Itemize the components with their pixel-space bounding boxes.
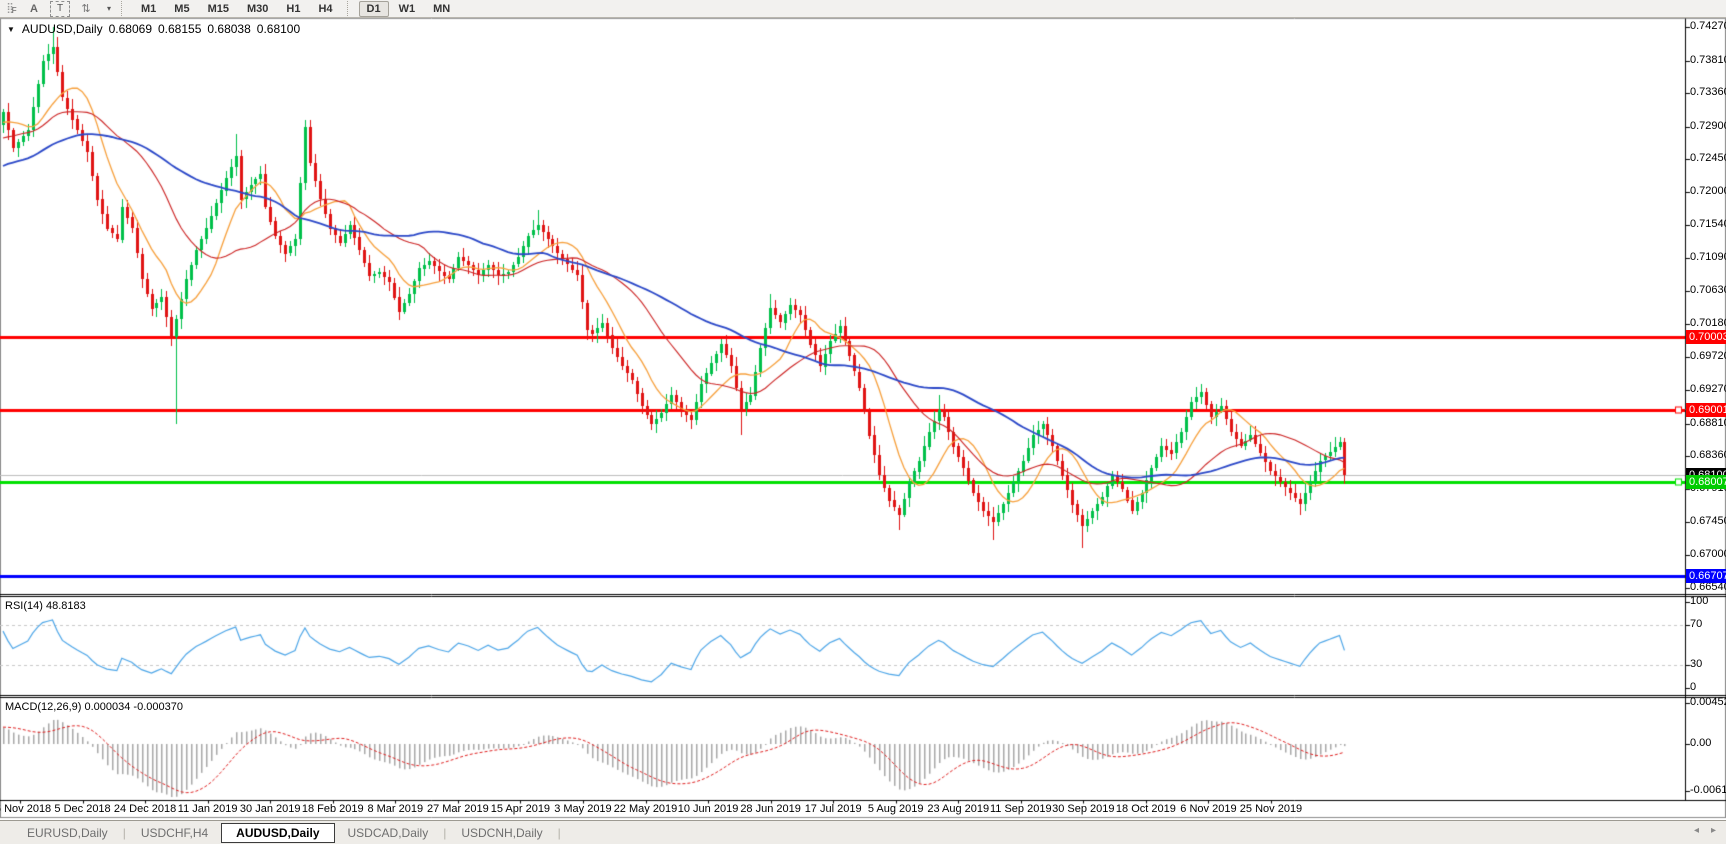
macd-axis-label: 0.004528 <box>1690 696 1726 708</box>
rsi-axis-label: 70 <box>1690 618 1703 630</box>
tab-eurusd-daily[interactable]: EURUSD,Daily <box>27 826 108 840</box>
date-label: 25 Nov 2019 <box>1239 803 1303 815</box>
tab-audusd-daily[interactable]: AUDUSD,Daily <box>221 823 335 843</box>
text-label-icon[interactable]: T <box>50 0 70 17</box>
date-label: 10 Jun 2019 <box>677 803 739 815</box>
timeframe-mn[interactable]: MN <box>433 2 451 15</box>
app-toolbar: ⣿ F A T ⇅ ▾ M1 M5 M15 M30 H1 H4 D1 W1 MN <box>0 0 1726 18</box>
ohlc-low: 0.68038 <box>207 22 251 36</box>
date-label: 30 Sep 2019 <box>1052 803 1115 815</box>
axis-price-label: 0.69720 <box>1690 350 1726 362</box>
chart-grid-icon[interactable]: ⣿ F <box>6 3 16 15</box>
price-level-badge: 0.66707 <box>1686 569 1726 583</box>
timeframe-m1[interactable]: M1 <box>141 2 157 15</box>
axis-price-label: 0.66540 <box>1690 581 1726 593</box>
rsi-axis-label: 100 <box>1690 595 1709 607</box>
dropdown-caret-icon[interactable]: ▾ <box>106 4 111 13</box>
date-label: 17 Jul 2019 <box>804 803 862 815</box>
axis-price-label: 0.70630 <box>1690 284 1726 296</box>
date-label: 18 Feb 2019 <box>301 803 364 815</box>
rsi-axis-label: 30 <box>1690 658 1703 670</box>
timeframe-m5[interactable]: M5 <box>174 2 190 15</box>
date-label: 18 Oct 2019 <box>1115 803 1176 815</box>
rsi-label: RSI(14) 48.8183 <box>5 600 86 612</box>
axis-price-label: 0.72450 <box>1690 152 1726 164</box>
axis-price-label: 0.67450 <box>1690 515 1726 527</box>
axis-price-label: 0.72000 <box>1690 185 1726 197</box>
tab-separator: | <box>557 826 561 840</box>
date-label: 11 Jan 2019 <box>177 803 238 815</box>
tab-scroll-right-icon[interactable]: ▸ <box>1710 825 1716 836</box>
date-label: 28 Jun 2019 <box>740 803 801 815</box>
axis-price-label: 0.72900 <box>1690 120 1726 132</box>
timeframe-m15[interactable]: M15 <box>207 2 229 15</box>
axis-price-label: 0.70180 <box>1690 317 1726 329</box>
ohlc-high: 0.68155 <box>158 22 202 36</box>
macd-axis-label: 0.00 <box>1690 737 1712 749</box>
axis-price-label: 0.74270 <box>1690 20 1726 32</box>
chart-symbol-label: AUDUSD,Daily <box>21 22 103 36</box>
bottom-tab-bar: EURUSD,Daily | USDCHF,H4 AUDUSD,Daily USDCAD… <box>0 820 1726 844</box>
price-level-badge: 0.70003 <box>1686 330 1726 344</box>
ohlc-close: 0.68100 <box>256 22 301 36</box>
axis-price-label: 0.71540 <box>1690 218 1726 230</box>
tab-scroll-left-icon[interactable]: ◂ <box>1693 825 1699 836</box>
date-label: 24 Dec 2018 <box>113 803 177 815</box>
axis-price-label: 0.73810 <box>1690 54 1726 66</box>
date-label: 3 May 2019 <box>554 803 612 815</box>
toolbar-separator <box>346 1 353 16</box>
cycle-lines-icon[interactable]: ⇅ <box>81 3 91 15</box>
timeframe-h1[interactable]: H1 <box>286 2 301 15</box>
axis-price-label: 0.67000 <box>1690 548 1726 560</box>
timeframe-m30[interactable]: M30 <box>246 2 269 15</box>
tab-separator: | <box>122 826 126 840</box>
tab-separator: | <box>443 826 447 840</box>
timeframe-w1[interactable]: W1 <box>398 2 416 15</box>
axis-price-label: 0.68810 <box>1690 417 1726 429</box>
date-label: 27 Mar 2019 <box>426 803 489 815</box>
rsi-axis-label: 0 <box>1690 681 1697 693</box>
ohlc-open: 0.68069 <box>108 22 152 36</box>
date-label: 16 Nov 2018 <box>0 803 52 815</box>
price-level-badge: 0.68007 <box>1686 475 1726 489</box>
date-label: 6 Nov 2019 <box>1180 803 1237 815</box>
macd-label: MACD(12,26,9) 0.000034 -0.000370 <box>5 701 183 713</box>
date-label: 5 Aug 2019 <box>867 803 924 815</box>
date-label: 5 Dec 2018 <box>54 803 111 815</box>
axis-price-label: 0.68360 <box>1690 449 1726 461</box>
timeframe-h4[interactable]: H4 <box>318 2 333 15</box>
timeframe-d1[interactable]: D1 <box>358 0 389 17</box>
date-label: 23 Aug 2019 <box>927 803 990 815</box>
symbol-dropdown-icon[interactable]: ▼ <box>7 24 15 34</box>
chart-title[interactable]: ▼ AUDUSD,Daily 0.68069 0.68155 0.68038 0… <box>7 22 300 36</box>
price-level-badge: 0.69001 <box>1686 403 1726 417</box>
tab-usdcad-daily[interactable]: USDCAD,Daily <box>347 826 429 840</box>
date-label: 15 Apr 2019 <box>490 803 551 815</box>
axis-price-label: 0.73360 <box>1690 86 1726 98</box>
date-label: 11 Sep 2019 <box>990 803 1052 815</box>
toolbar-separator <box>121 1 127 16</box>
axis-price-label: 0.69270 <box>1690 383 1726 395</box>
tab-usdcnh-daily[interactable]: USDCNH,Daily <box>461 826 543 840</box>
tab-usdchf-h4[interactable]: USDCHF,H4 <box>140 826 209 840</box>
macd-axis-label: -0.006122 <box>1690 784 1726 796</box>
date-label: 8 Mar 2019 <box>367 803 424 815</box>
font-icon[interactable]: A <box>30 2 38 15</box>
axis-price-label: 0.71090 <box>1690 251 1726 263</box>
date-label: 22 May 2019 <box>613 803 678 815</box>
date-label: 30 Jan 2019 <box>239 803 301 815</box>
